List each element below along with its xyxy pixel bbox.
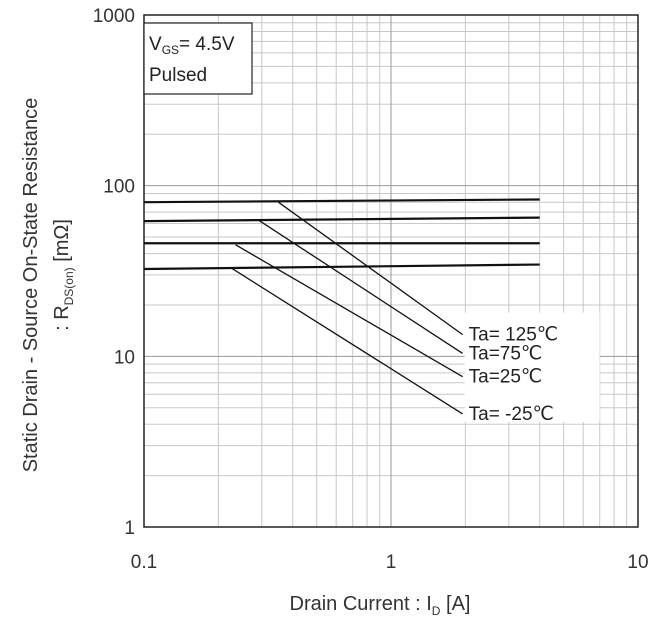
- callout-line-3: [235, 244, 463, 378]
- callout-line-1: [278, 201, 464, 336]
- x-tick-label: 10: [627, 552, 648, 573]
- y-axis-title-line1: Static Drain - Source On-State Resistanc…: [20, 98, 42, 473]
- conditions-box: [143, 22, 253, 95]
- series-label-4: Ta= -25℃: [469, 404, 554, 425]
- callout-line-2: [257, 219, 463, 354]
- x-tick-label: 1: [386, 552, 397, 573]
- y-tick-label: 1000: [93, 6, 135, 27]
- x-tick-label: 0.1: [131, 552, 157, 573]
- y-tick-label: 10: [114, 347, 135, 368]
- series-labels: Ta= 125℃Ta=75℃ Ta=25℃ Ta= -25℃: [464, 312, 600, 425]
- pulsed-condition: Pulsed: [149, 65, 207, 86]
- x-tick-labels: 0.1 1 10: [131, 552, 649, 573]
- callout-line-4: [230, 267, 463, 415]
- series-line-1: [143, 198, 540, 204]
- callout-lines: [230, 201, 464, 415]
- y-tick-label: 100: [103, 177, 135, 198]
- series-line-4: [143, 263, 540, 271]
- series-label-2: Ta=75℃: [469, 343, 543, 364]
- y-tick-label: 1: [124, 518, 135, 539]
- series-label-3: Ta=25℃: [469, 367, 543, 388]
- x-axis-title: Drain Current : ID [A]: [290, 593, 471, 618]
- plot-frame: [143, 14, 639, 528]
- series-lines: [143, 198, 540, 271]
- series-label-background: [464, 312, 600, 422]
- series-label-1: Ta= 125℃: [469, 325, 558, 346]
- series-line-2: [143, 216, 540, 223]
- vgs-condition: VGS= 4.5V: [149, 34, 235, 57]
- y-tick-labels: 1 10 100 1000: [93, 6, 135, 539]
- y-axis-title-line2: : RDS(on) [mΩ]: [51, 219, 76, 331]
